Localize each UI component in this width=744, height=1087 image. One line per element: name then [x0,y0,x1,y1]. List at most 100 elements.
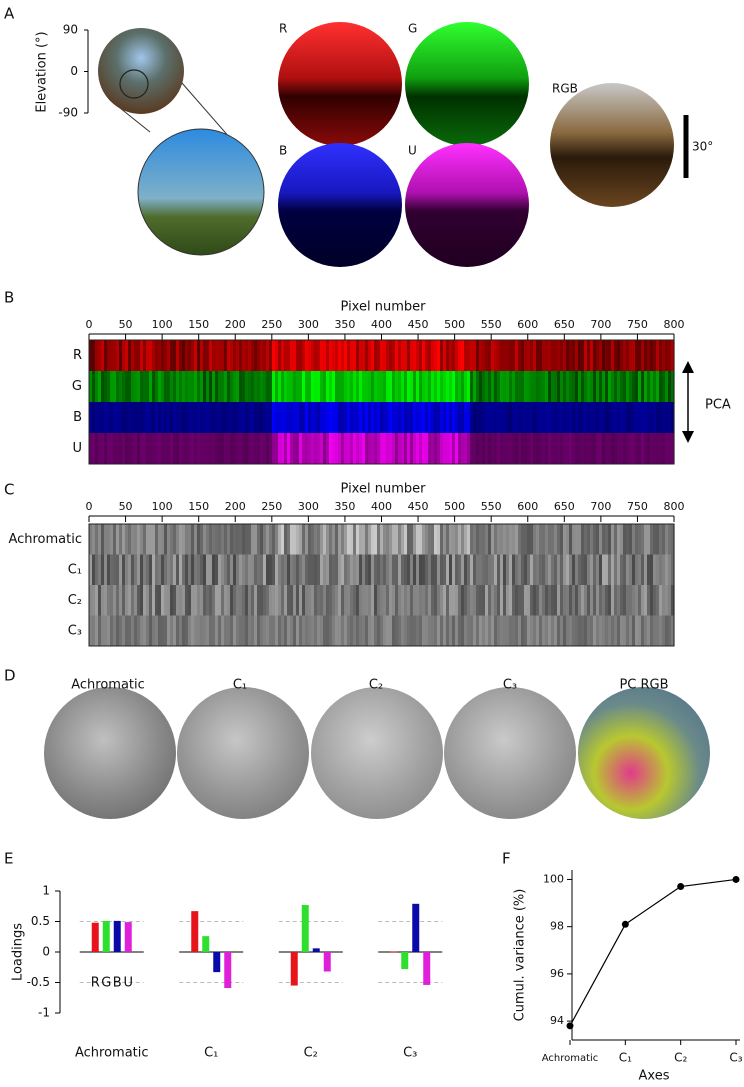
x-tick-label: Achromatic [542,1053,599,1064]
stripe [617,433,621,464]
stripe [503,524,507,555]
stripe [632,524,636,555]
stripe [404,402,408,433]
stripe [386,585,390,616]
stripe [590,340,594,371]
stripe [596,402,600,433]
stripe [503,402,507,433]
stripe [275,554,279,585]
stripe [635,585,639,616]
stripe [344,402,348,433]
stripe [506,615,510,646]
stripe [584,340,588,371]
stripe [572,615,576,646]
stripe [371,585,375,616]
row-label: B [73,410,82,425]
stripe [506,554,510,585]
stripe [596,615,600,646]
stripe [356,585,360,616]
stripe [461,371,465,402]
stripe [437,371,441,402]
stripe [527,524,531,555]
stripe [218,585,222,616]
stripe [461,524,465,555]
x-tick-label: 650 [554,500,575,513]
stripe [389,340,393,371]
stripe [455,371,459,402]
stripe [113,524,117,555]
stripe [368,585,372,616]
stripe [428,585,432,616]
stripe [524,524,528,555]
stripe [341,554,345,585]
stripe [287,371,291,402]
stripe [554,340,558,371]
stripe [182,554,186,585]
stripe [557,554,561,585]
stripe [311,585,315,616]
stripe [584,402,588,433]
stripe [653,433,657,464]
stripe [455,554,459,585]
stripe [398,524,402,555]
stripe [143,585,147,616]
stripe [347,585,351,616]
stripe [485,524,489,555]
stripe [452,524,456,555]
stripe [644,524,648,555]
stripe [116,615,120,646]
stripe [428,615,432,646]
stripe [374,340,378,371]
stripe [647,402,651,433]
stripe [362,402,366,433]
stripe [119,433,123,464]
stripe [134,371,138,402]
stripe [413,524,417,555]
stripe [650,524,654,555]
x-tick-label: C₃ [403,1046,417,1061]
stripe [563,585,567,616]
stripe [563,371,567,402]
stripe [149,524,153,555]
stripe [443,402,447,433]
stripe [182,524,186,555]
stripe [260,585,264,616]
stripe [422,371,426,402]
stripe [653,402,657,433]
stripe [473,371,477,402]
stripe [311,554,315,585]
stripe [590,402,594,433]
stripe [218,402,222,433]
x-tick-label: 700 [590,500,611,513]
stripe [278,433,282,464]
stripe [221,340,225,371]
stripe [395,554,399,585]
stripe [443,524,447,555]
stripe [485,433,489,464]
stripe [284,524,288,555]
stripe [500,615,504,646]
stripe [158,433,162,464]
stripe [518,524,522,555]
stripe [353,615,357,646]
stripe [95,371,99,402]
stripe [140,402,144,433]
stripe [530,433,534,464]
stripe [371,615,375,646]
stripe [329,371,333,402]
stripe [161,371,165,402]
x-tick-label: C₁ [619,1051,632,1065]
stripe [398,402,402,433]
stripe [554,524,558,555]
stripe [398,433,402,464]
stripe [590,524,594,555]
stripe [104,554,108,585]
stripe [614,554,618,585]
stripe [362,554,366,585]
stripe [314,371,318,402]
stripe [386,554,390,585]
stripe [635,433,639,464]
stripe [446,402,450,433]
stripe [419,524,423,555]
